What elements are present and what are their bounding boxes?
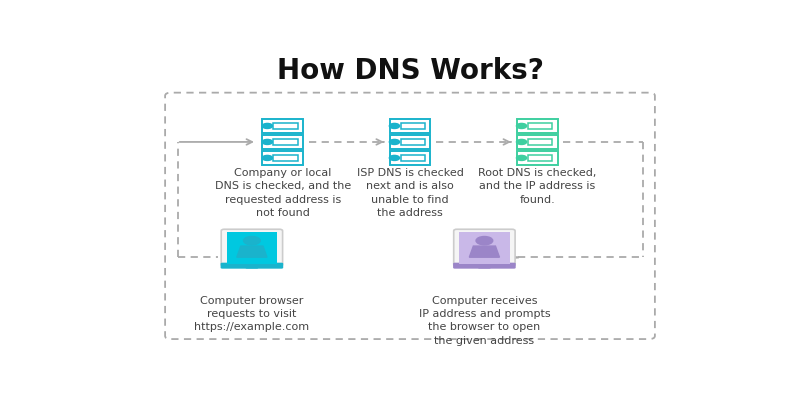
FancyBboxPatch shape [274, 123, 298, 129]
FancyBboxPatch shape [453, 263, 516, 269]
FancyBboxPatch shape [528, 155, 552, 161]
FancyBboxPatch shape [528, 123, 552, 129]
FancyBboxPatch shape [262, 151, 303, 165]
Text: Computer receives
IP address and prompts
the browser to open
the given address: Computer receives IP address and prompts… [418, 296, 550, 346]
FancyBboxPatch shape [274, 139, 298, 145]
FancyBboxPatch shape [262, 119, 303, 133]
FancyBboxPatch shape [222, 229, 282, 266]
FancyBboxPatch shape [478, 265, 490, 268]
FancyBboxPatch shape [262, 135, 303, 149]
FancyBboxPatch shape [221, 263, 283, 269]
FancyBboxPatch shape [246, 265, 258, 268]
FancyBboxPatch shape [517, 151, 558, 165]
Circle shape [262, 155, 273, 160]
FancyBboxPatch shape [390, 119, 430, 133]
Text: Root DNS is checked,
and the IP address is
found.: Root DNS is checked, and the IP address … [478, 168, 596, 204]
Circle shape [262, 124, 273, 128]
FancyBboxPatch shape [401, 155, 425, 161]
FancyBboxPatch shape [401, 139, 425, 145]
Text: ISP DNS is checked
next and is also
unable to find
the address: ISP DNS is checked next and is also unab… [357, 168, 463, 218]
Circle shape [517, 124, 526, 128]
FancyBboxPatch shape [459, 232, 510, 264]
Circle shape [390, 140, 399, 144]
Circle shape [517, 140, 526, 144]
Circle shape [390, 124, 399, 128]
Text: Company or local
DNS is checked, and the
requested address is
not found: Company or local DNS is checked, and the… [214, 168, 351, 218]
FancyBboxPatch shape [517, 119, 558, 133]
Circle shape [390, 155, 399, 160]
Circle shape [476, 236, 493, 245]
FancyBboxPatch shape [528, 139, 552, 145]
FancyBboxPatch shape [274, 155, 298, 161]
Circle shape [262, 140, 273, 144]
FancyBboxPatch shape [517, 135, 558, 149]
FancyBboxPatch shape [390, 151, 430, 165]
Circle shape [243, 236, 260, 245]
FancyBboxPatch shape [226, 232, 277, 264]
Text: How DNS Works?: How DNS Works? [277, 57, 543, 85]
Polygon shape [237, 246, 267, 257]
FancyBboxPatch shape [454, 229, 515, 266]
Text: Computer browser
requests to visit
https://example.com: Computer browser requests to visit https… [194, 296, 310, 332]
FancyBboxPatch shape [390, 135, 430, 149]
Polygon shape [470, 246, 499, 257]
FancyBboxPatch shape [401, 123, 425, 129]
Circle shape [517, 155, 526, 160]
